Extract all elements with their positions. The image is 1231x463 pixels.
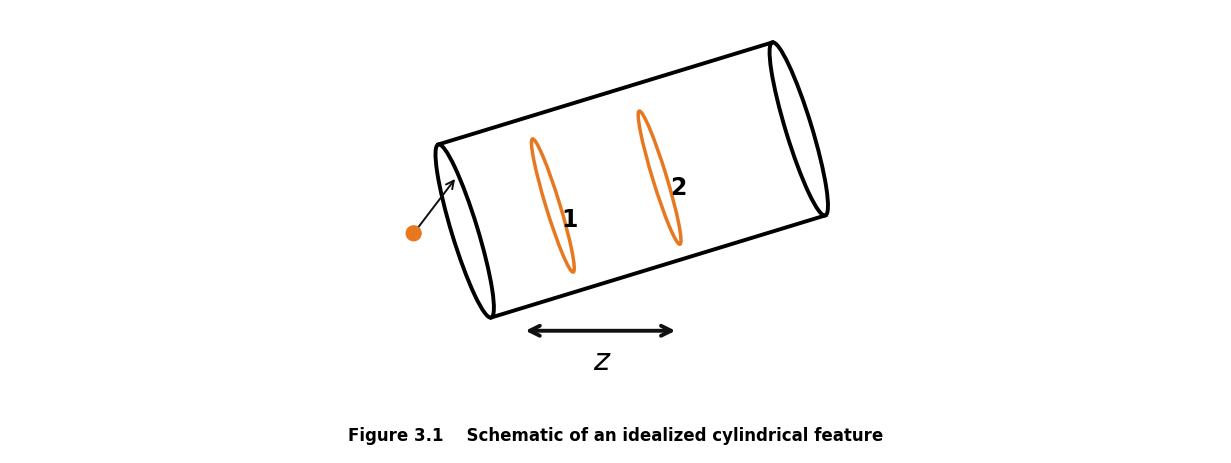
Polygon shape (438, 44, 825, 318)
Text: z: z (592, 347, 608, 375)
Circle shape (406, 226, 421, 241)
Ellipse shape (769, 43, 828, 216)
Ellipse shape (436, 145, 494, 318)
Text: Figure 3.1    Schematic of an idealized cylindrical feature: Figure 3.1 Schematic of an idealized cyl… (348, 426, 883, 444)
Text: 1: 1 (561, 208, 577, 232)
Text: 2: 2 (670, 175, 686, 200)
